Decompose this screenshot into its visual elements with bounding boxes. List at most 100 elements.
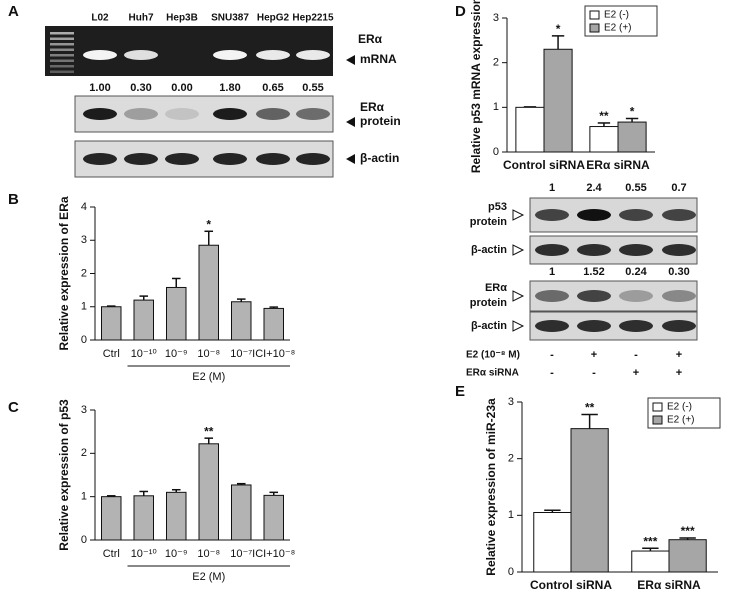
row-label: p53 xyxy=(488,201,507,213)
arrow xyxy=(512,244,525,256)
y-tick-label: 3 xyxy=(81,404,87,416)
row-label: β-actin xyxy=(471,244,507,256)
blot-band xyxy=(662,209,696,221)
condition-sign: + xyxy=(676,367,682,379)
legend-label: E2 (-) xyxy=(604,10,629,21)
arrow xyxy=(512,320,525,332)
ladder-band xyxy=(50,54,74,57)
gel-band xyxy=(213,50,247,60)
x-tick-label: Ctrl xyxy=(103,548,120,560)
blot-band xyxy=(213,153,247,165)
panel-label: D xyxy=(455,3,466,20)
condition-label: ERα siRNA xyxy=(466,368,519,379)
x-tick-label: 10⁻⁸ xyxy=(197,548,220,560)
legend-swatch xyxy=(589,23,600,33)
condition-sign: - xyxy=(592,367,596,379)
blot-band xyxy=(296,108,330,120)
blot-band xyxy=(535,290,569,302)
gel-band xyxy=(296,50,330,60)
significance: *** xyxy=(681,524,695,538)
y-tick-label: 0 xyxy=(493,146,499,158)
bar xyxy=(515,106,545,153)
bar xyxy=(133,495,154,541)
condition-sign: + xyxy=(633,367,639,379)
blot-band xyxy=(619,290,653,302)
bar xyxy=(101,496,122,541)
blot-band xyxy=(83,108,117,120)
bar xyxy=(198,443,219,541)
bar xyxy=(263,307,284,341)
ladder-band xyxy=(50,65,74,68)
x-tick-label: Control siRNA xyxy=(530,578,612,592)
legend-label: E2 (-) xyxy=(667,402,692,413)
x-tick-label: ICI+10⁻⁸ xyxy=(252,548,295,560)
blot-band xyxy=(577,320,611,332)
quantification: 1 xyxy=(549,266,555,278)
blot-band xyxy=(619,244,653,256)
significance: ** xyxy=(599,109,609,123)
x-tick-label: ERα siRNA xyxy=(637,578,701,592)
row-label: ERα xyxy=(485,282,507,294)
blot-band xyxy=(619,320,653,332)
blot-band xyxy=(577,244,611,256)
y-tick-label: 3 xyxy=(493,12,499,24)
blot-band xyxy=(535,244,569,256)
x-tick-label: 10⁻⁸ xyxy=(197,348,220,360)
panel-label: E xyxy=(455,383,465,400)
blot-band xyxy=(256,153,290,165)
significance: * xyxy=(630,105,635,119)
bar xyxy=(101,306,122,341)
arrow xyxy=(512,290,525,302)
x-tick-label: 10⁻¹⁰ xyxy=(131,348,158,360)
panel-label: A xyxy=(8,3,19,20)
bar xyxy=(617,121,647,153)
bar xyxy=(543,48,573,153)
y-tick-label: 3 xyxy=(508,396,514,408)
significance: * xyxy=(206,217,211,231)
quantification: 0.24 xyxy=(625,266,647,278)
row-label: protein xyxy=(470,216,508,228)
blot-band xyxy=(535,320,569,332)
significance: * xyxy=(556,22,561,36)
y-tick-label: 0 xyxy=(81,534,87,546)
y-tick-label: 1 xyxy=(81,301,87,313)
y-tick-label: 2 xyxy=(508,453,514,465)
x-tick-label: 10⁻¹⁰ xyxy=(131,548,158,560)
ladder-band xyxy=(50,59,74,62)
y-tick-label: 0 xyxy=(508,566,514,578)
y-tick-label: 1 xyxy=(493,101,499,113)
group-label: E2 (M) xyxy=(192,371,225,383)
quantification: 1.80 xyxy=(219,82,240,94)
x-tick-label: 10⁻⁷ xyxy=(230,548,252,560)
y-tick-label: 1 xyxy=(508,509,514,521)
ladder-band xyxy=(50,32,74,35)
lane-label: Huh7 xyxy=(129,13,154,24)
bar xyxy=(133,299,154,341)
condition-label: E2 (10⁻⁸ M) xyxy=(466,350,520,361)
bar xyxy=(231,301,252,341)
condition-sign: - xyxy=(634,349,638,361)
y-tick-label: 3 xyxy=(81,234,87,246)
gel-band xyxy=(124,50,158,60)
quantification: 2.4 xyxy=(586,182,602,194)
panel-label: B xyxy=(8,191,19,208)
arrow xyxy=(346,117,355,127)
blot-band xyxy=(577,209,611,221)
row-label: protein xyxy=(470,297,508,309)
gel-band xyxy=(256,50,290,60)
quantification: 0.65 xyxy=(262,82,283,94)
quantification: 0.55 xyxy=(625,182,646,194)
blot-band xyxy=(83,153,117,165)
blot-band xyxy=(662,290,696,302)
quantification: 1 xyxy=(549,182,555,194)
blot-band xyxy=(662,244,696,256)
condition-sign: - xyxy=(550,349,554,361)
condition-sign: + xyxy=(591,349,597,361)
arrow xyxy=(512,209,525,221)
significance: ** xyxy=(204,424,214,438)
blot-band xyxy=(535,209,569,221)
blot-band xyxy=(165,108,199,120)
bar xyxy=(533,512,572,573)
quantification: 0.55 xyxy=(302,82,323,94)
